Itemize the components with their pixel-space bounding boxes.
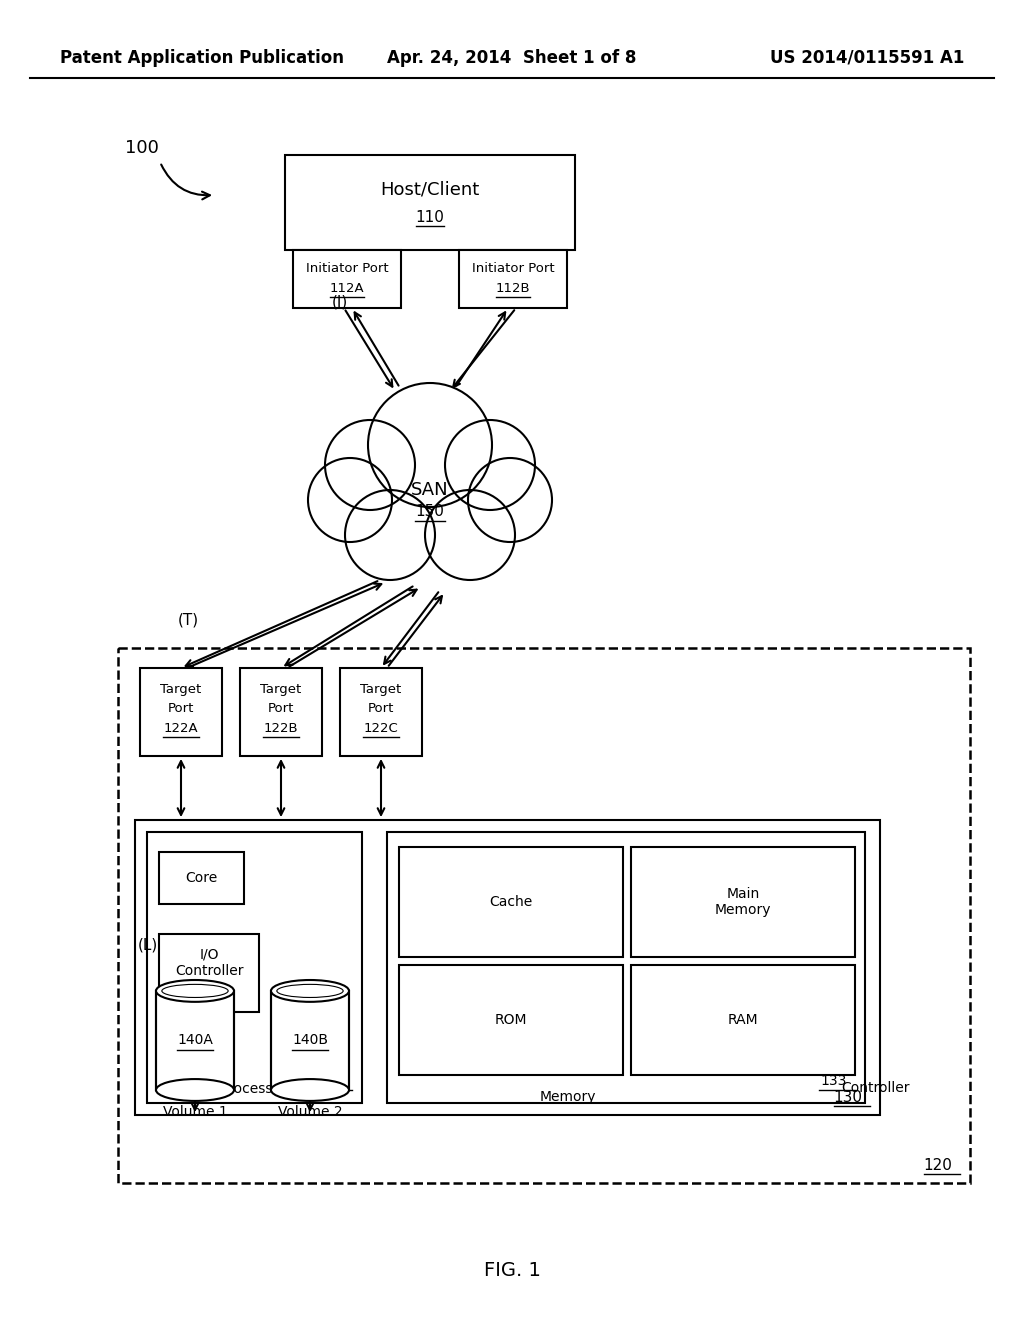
Text: 140B: 140B xyxy=(292,1034,328,1047)
Circle shape xyxy=(325,420,415,510)
Text: Port: Port xyxy=(268,701,294,714)
Text: RAM: RAM xyxy=(728,1012,759,1027)
Text: 122C: 122C xyxy=(364,722,398,734)
Text: 100: 100 xyxy=(125,139,159,157)
Circle shape xyxy=(368,383,492,507)
Text: Target: Target xyxy=(161,684,202,697)
Circle shape xyxy=(468,458,552,543)
Text: (L): (L) xyxy=(138,937,158,953)
Bar xyxy=(159,935,259,1012)
Text: Volume 1: Volume 1 xyxy=(163,1105,227,1119)
Text: 131: 131 xyxy=(317,1074,344,1088)
Bar xyxy=(159,851,244,904)
Text: 122A: 122A xyxy=(164,722,199,734)
Text: Port: Port xyxy=(368,701,394,714)
Ellipse shape xyxy=(156,979,234,1002)
Bar xyxy=(135,820,880,1115)
Bar xyxy=(140,668,222,756)
Text: SAN: SAN xyxy=(412,480,449,499)
Text: US 2014/0115591 A1: US 2014/0115591 A1 xyxy=(770,49,964,67)
Ellipse shape xyxy=(271,1078,349,1101)
Text: Port: Port xyxy=(168,701,195,714)
Text: 122B: 122B xyxy=(264,722,298,734)
Text: 110: 110 xyxy=(416,210,444,224)
Bar xyxy=(399,965,623,1074)
Text: 112A: 112A xyxy=(330,281,365,294)
Text: 140A: 140A xyxy=(177,1034,213,1047)
Text: (T): (T) xyxy=(177,612,199,627)
Text: I/O: I/O xyxy=(200,946,219,961)
Text: Apr. 24, 2014  Sheet 1 of 8: Apr. 24, 2014 Sheet 1 of 8 xyxy=(387,49,637,67)
Text: 130: 130 xyxy=(833,1089,862,1105)
Text: Target: Target xyxy=(360,684,401,697)
Ellipse shape xyxy=(156,1078,234,1101)
Text: Controller: Controller xyxy=(842,1081,910,1096)
Bar xyxy=(240,668,322,756)
Bar xyxy=(340,668,422,756)
Bar xyxy=(147,832,362,1104)
Bar xyxy=(631,847,855,957)
Text: (I): (I) xyxy=(332,294,348,309)
Circle shape xyxy=(445,420,535,510)
Circle shape xyxy=(345,490,435,579)
Text: Patent Application Publication: Patent Application Publication xyxy=(60,49,344,67)
Bar xyxy=(285,154,575,249)
FancyArrowPatch shape xyxy=(161,165,210,199)
Bar xyxy=(156,991,234,1090)
Bar xyxy=(387,832,865,1104)
Bar xyxy=(459,249,567,308)
Ellipse shape xyxy=(271,979,349,1002)
Bar xyxy=(293,249,401,308)
Bar xyxy=(271,991,349,1090)
Bar xyxy=(631,965,855,1074)
Text: 132: 132 xyxy=(196,982,222,997)
Text: Cache: Cache xyxy=(489,895,532,909)
Bar xyxy=(118,648,970,1183)
Text: Memory: Memory xyxy=(540,1090,596,1104)
Circle shape xyxy=(425,490,515,579)
Text: ROM: ROM xyxy=(495,1012,527,1027)
Text: Processor: Processor xyxy=(221,1082,288,1096)
Text: Memory: Memory xyxy=(715,903,771,917)
Text: Target: Target xyxy=(260,684,302,697)
Text: Initiator Port: Initiator Port xyxy=(306,261,388,275)
Text: Core: Core xyxy=(185,871,218,884)
Text: 150: 150 xyxy=(416,504,444,520)
Text: 112B: 112B xyxy=(496,281,530,294)
Text: 120: 120 xyxy=(923,1158,952,1172)
Text: Host/Client: Host/Client xyxy=(380,181,479,199)
Text: Initiator Port: Initiator Port xyxy=(472,261,554,275)
Circle shape xyxy=(308,458,392,543)
Text: Main: Main xyxy=(726,887,760,902)
Bar xyxy=(399,847,623,957)
Text: Controller: Controller xyxy=(175,964,244,978)
Text: Volume 2: Volume 2 xyxy=(278,1105,342,1119)
Text: FIG. 1: FIG. 1 xyxy=(483,1261,541,1279)
Text: 133: 133 xyxy=(820,1074,847,1088)
